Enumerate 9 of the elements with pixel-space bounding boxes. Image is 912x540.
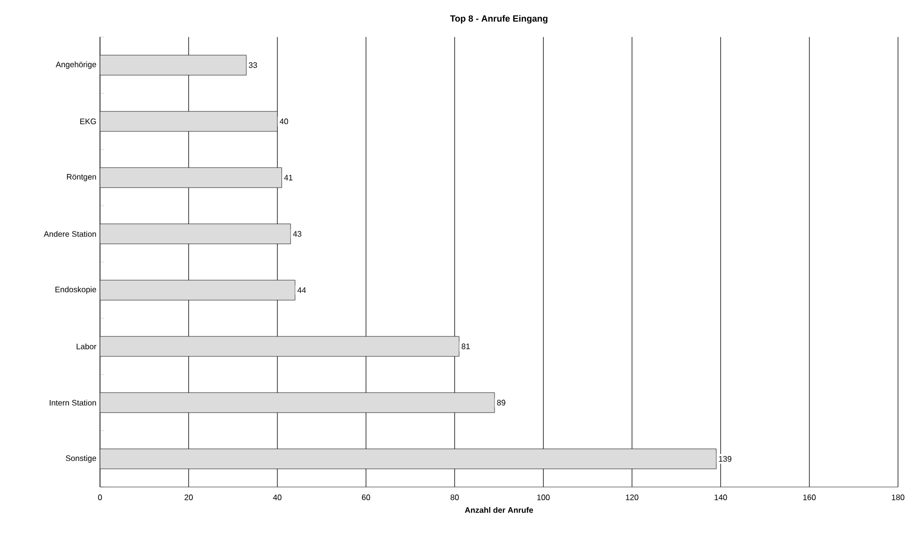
bar xyxy=(100,336,460,357)
bar xyxy=(100,392,495,413)
bar xyxy=(100,224,291,244)
chart-title: Top 8 - Anrufe Eingang xyxy=(450,15,548,24)
bar xyxy=(100,111,278,132)
bar xyxy=(100,167,282,188)
bar xyxy=(100,448,716,470)
bar xyxy=(100,54,246,76)
bar xyxy=(100,280,296,300)
